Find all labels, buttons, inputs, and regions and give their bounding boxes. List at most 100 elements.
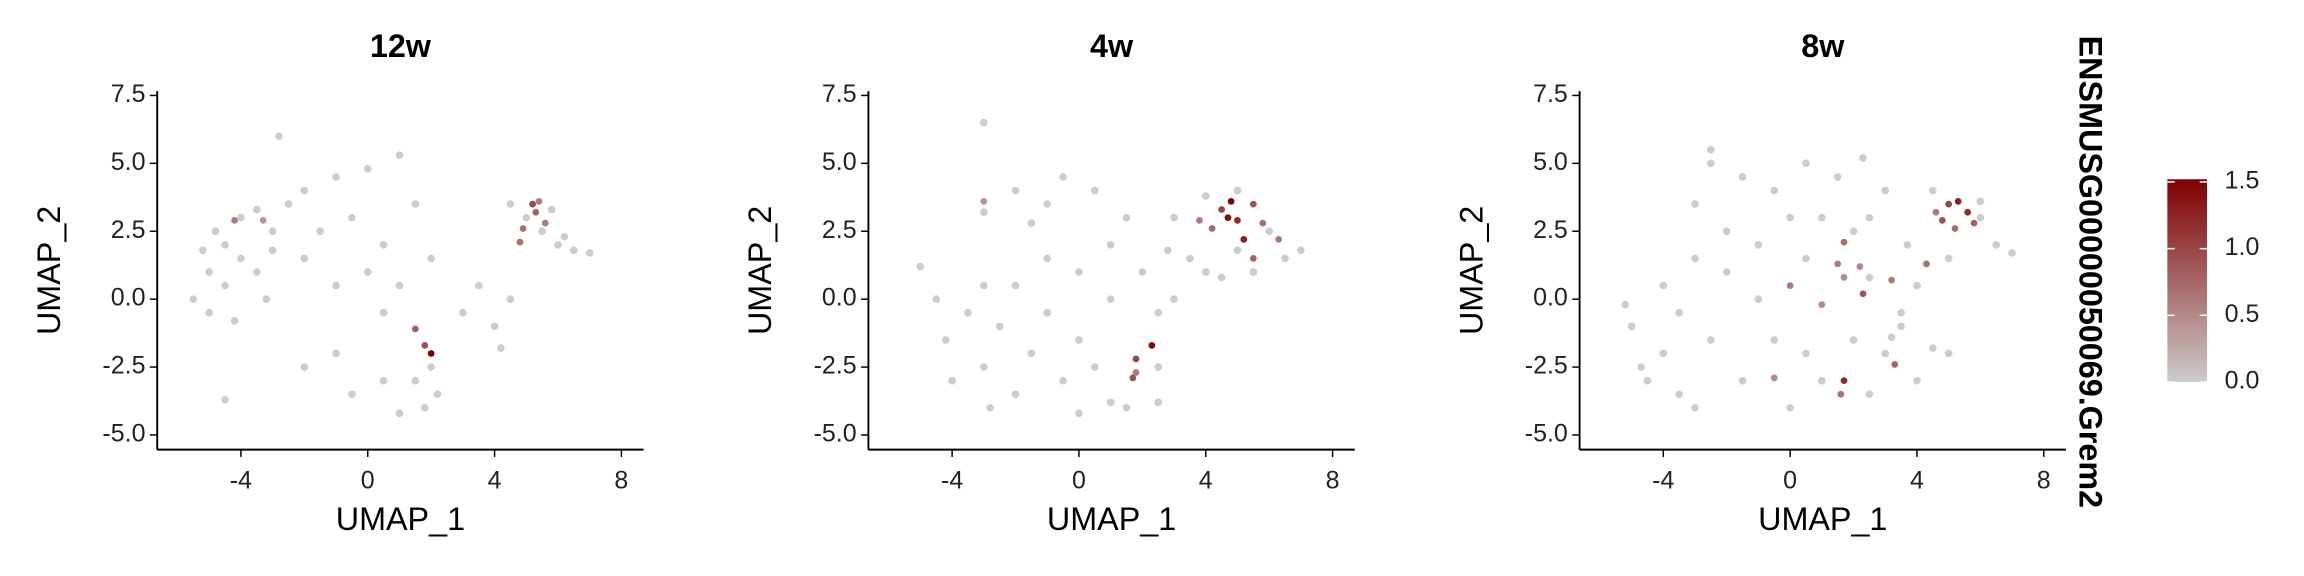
y-axis-label: UMAP_2 bbox=[742, 206, 778, 335]
panel-title: 12w bbox=[370, 28, 432, 64]
cell-point bbox=[490, 322, 499, 331]
x-tick-label: 0 bbox=[1072, 467, 1086, 495]
cell-point bbox=[1043, 308, 1052, 317]
cell-point bbox=[395, 151, 404, 160]
x-tick-label: 4 bbox=[1910, 467, 1924, 495]
cell-point bbox=[1186, 254, 1194, 263]
cell-point bbox=[1923, 260, 1930, 268]
cell-point bbox=[1840, 377, 1848, 385]
cell-point bbox=[554, 241, 562, 249]
cell-point bbox=[979, 363, 988, 371]
y-tick-label: 5.0 bbox=[111, 148, 146, 176]
cell-point bbox=[1888, 276, 1895, 284]
cell-point bbox=[1691, 403, 1699, 412]
cell-point bbox=[1224, 214, 1232, 222]
cell-point bbox=[1027, 349, 1036, 358]
cell-point bbox=[1227, 197, 1235, 205]
cell-point bbox=[1154, 308, 1163, 317]
cell-point bbox=[1754, 241, 1763, 249]
cell-point bbox=[1154, 398, 1163, 407]
cell-point bbox=[1770, 186, 1779, 195]
cell-point bbox=[570, 246, 578, 255]
y-tick-label: -2.5 bbox=[814, 352, 857, 380]
cell-point bbox=[1938, 217, 1946, 224]
cell-point bbox=[332, 173, 340, 181]
cell-point bbox=[1738, 173, 1747, 181]
cell-point bbox=[1233, 186, 1242, 195]
cell-point bbox=[474, 281, 483, 290]
cell-point bbox=[1691, 254, 1699, 263]
y-axis-label: UMAP_2 bbox=[1453, 206, 1489, 335]
cell-point bbox=[1170, 295, 1178, 303]
cell-point bbox=[1833, 173, 1842, 181]
cell-point bbox=[1075, 336, 1083, 344]
cell-point bbox=[1856, 263, 1864, 270]
cell-point bbox=[427, 363, 435, 371]
cell-point bbox=[1011, 390, 1020, 399]
cell-point bbox=[1932, 208, 1940, 216]
cell-point bbox=[275, 132, 283, 141]
cell-point bbox=[1129, 374, 1137, 382]
cell-point bbox=[541, 219, 549, 227]
cell-point bbox=[1837, 390, 1845, 398]
cell-point bbox=[506, 295, 515, 303]
cell-point bbox=[379, 376, 388, 385]
cell-point bbox=[284, 200, 293, 208]
x-tick-label: -4 bbox=[230, 467, 252, 495]
colorbar-tick-label: 1.0 bbox=[2225, 233, 2260, 261]
x-tick-label: -4 bbox=[1652, 467, 1674, 495]
cell-point bbox=[1170, 213, 1178, 222]
cell-point bbox=[1627, 322, 1636, 331]
cell-point bbox=[964, 308, 972, 317]
cell-point bbox=[421, 341, 429, 349]
cell-point bbox=[497, 344, 505, 352]
cell-point bbox=[1887, 333, 1896, 342]
cell-point bbox=[1297, 246, 1305, 255]
cell-point bbox=[948, 376, 956, 385]
cell-point bbox=[980, 197, 988, 205]
cell-point bbox=[332, 281, 340, 290]
cell-point bbox=[1090, 186, 1099, 195]
cell-point bbox=[379, 241, 388, 249]
cell-point bbox=[1881, 349, 1890, 358]
cell-point bbox=[560, 232, 569, 241]
cell-point bbox=[1754, 295, 1763, 303]
cell-point bbox=[363, 164, 372, 173]
cell-point bbox=[395, 409, 404, 418]
cell-point bbox=[332, 349, 340, 358]
x-axis-label: UMAP_1 bbox=[1758, 501, 1887, 537]
cell-point bbox=[529, 200, 537, 208]
cell-point bbox=[995, 322, 1004, 331]
y-tick-label: -5.0 bbox=[1525, 420, 1568, 448]
cell-point bbox=[1786, 213, 1794, 222]
cell-point bbox=[1954, 197, 1962, 205]
y-tick-label: 5.0 bbox=[822, 148, 857, 176]
y-tick-label: -5.0 bbox=[102, 420, 145, 448]
cell-point bbox=[1818, 301, 1826, 308]
cell-point bbox=[1881, 186, 1890, 195]
cell-point bbox=[1976, 213, 1985, 222]
cell-point bbox=[1891, 360, 1899, 368]
cell-point bbox=[522, 213, 531, 222]
cell-point bbox=[1208, 225, 1216, 232]
x-tick-label: 4 bbox=[488, 467, 502, 495]
cell-point bbox=[979, 208, 988, 217]
cell-point bbox=[1707, 159, 1715, 168]
cell-point bbox=[259, 217, 267, 224]
cell-point bbox=[1138, 268, 1147, 276]
cell-point bbox=[427, 350, 435, 357]
x-axis-label: UMAP_1 bbox=[1047, 501, 1176, 537]
cell-point bbox=[237, 254, 245, 263]
cell-point bbox=[1637, 363, 1645, 371]
cell-point bbox=[1106, 398, 1115, 407]
cell-point bbox=[1621, 300, 1630, 309]
x-tick-label: 0 bbox=[1783, 467, 1797, 495]
cell-point bbox=[1011, 186, 1020, 195]
cell-point bbox=[1234, 217, 1241, 224]
y-axis-label: UMAP_2 bbox=[31, 206, 67, 335]
cell-point bbox=[1249, 268, 1258, 276]
cell-point bbox=[1818, 376, 1826, 385]
cell-point bbox=[1043, 200, 1052, 208]
